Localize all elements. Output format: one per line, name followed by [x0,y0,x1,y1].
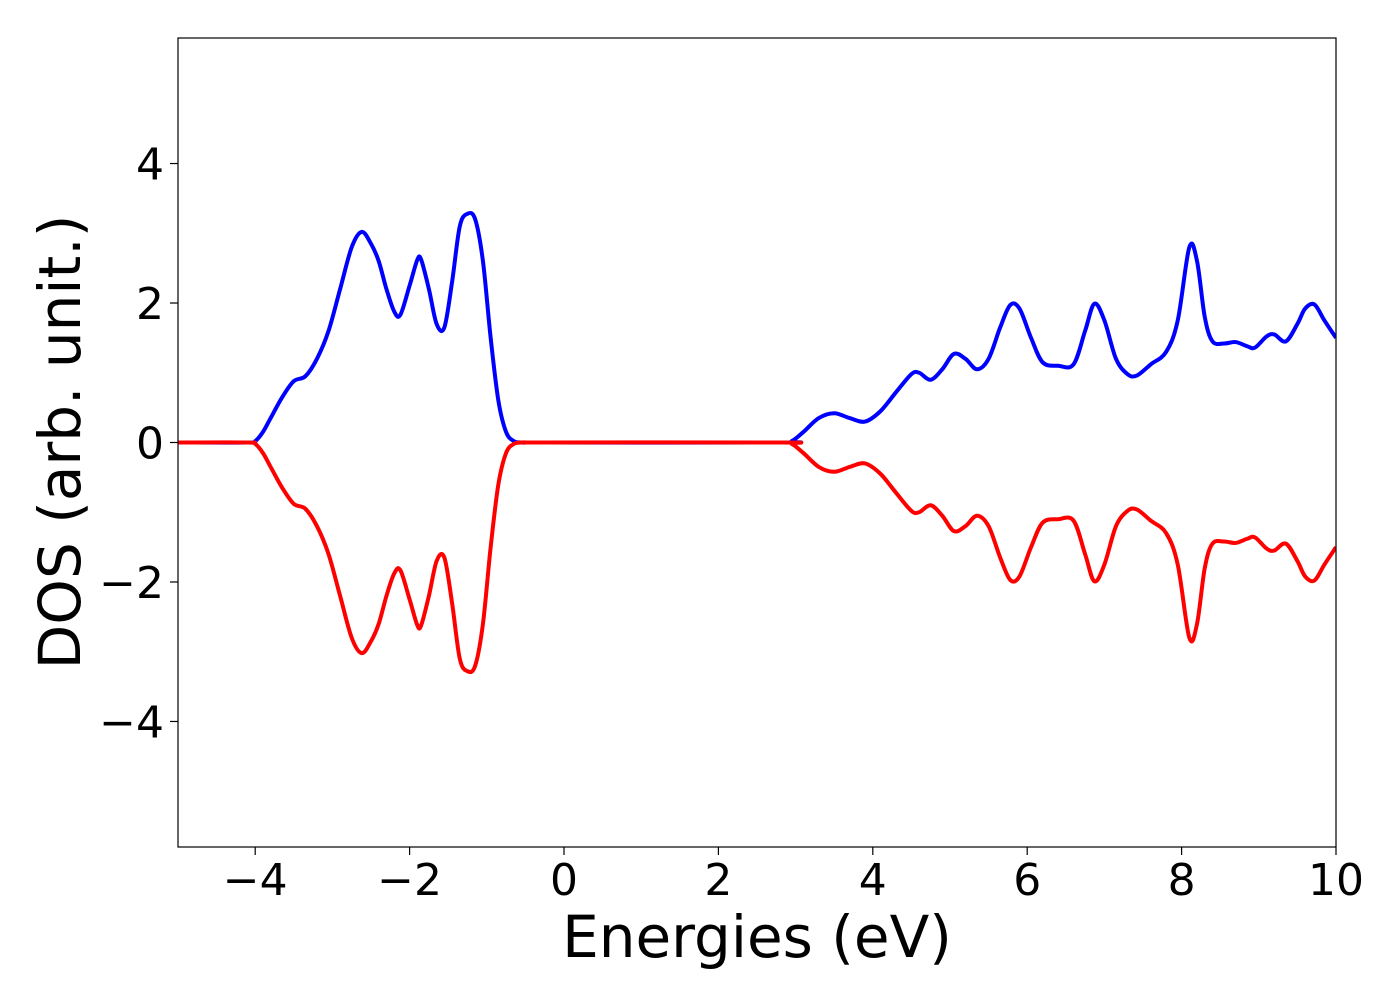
x-tick-label: −4 [223,855,288,906]
y-axis-label: DOS (arb. unit.) [26,215,94,670]
x-tick-label: 0 [550,855,578,906]
y-axis: −4 −2 0 2 4 [99,140,178,748]
series-line-2 [178,440,1336,675]
y-tick-label: −2 [99,558,164,609]
series-layer [178,210,1336,675]
x-tick-label: 4 [859,855,887,906]
x-axis: −4 −2 0 2 4 6 8 10 [223,847,1364,906]
series-line-1 [178,210,1336,445]
x-tick-label: 10 [1308,855,1364,906]
x-tick-label: −2 [377,855,442,906]
x-tick-label: 8 [1168,855,1196,906]
x-tick-label: 2 [704,855,732,906]
y-tick-label: 2 [136,279,164,330]
x-tick-label: 6 [1013,855,1041,906]
y-tick-label: 4 [136,140,164,191]
y-tick-label: −4 [99,697,164,748]
y-tick-label: 0 [136,419,164,470]
x-axis-label: Energies (eV) [562,903,952,971]
